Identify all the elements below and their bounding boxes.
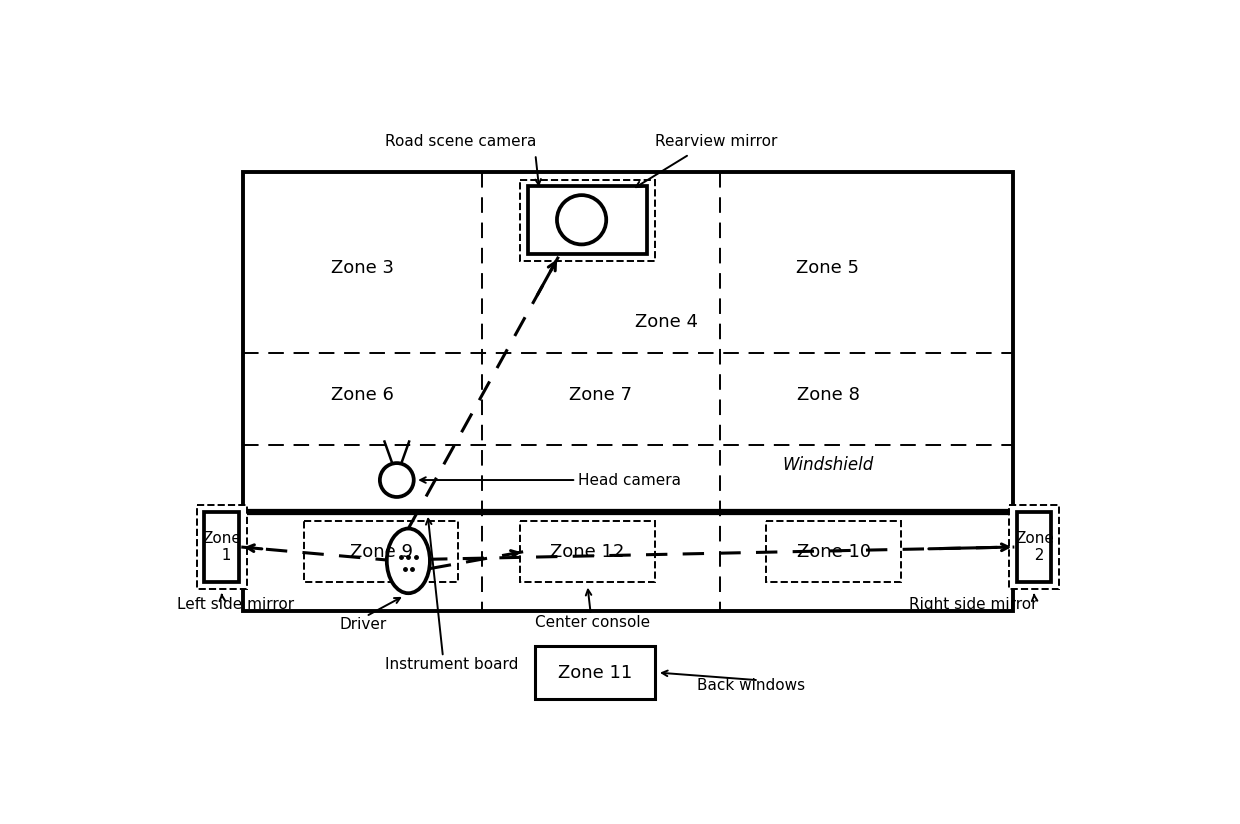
Text: Zone 6: Zone 6 [331,386,393,405]
Bar [304,521,459,583]
Text: Zone 8: Zone 8 [796,386,859,405]
Bar [197,504,247,589]
Ellipse shape [387,528,430,593]
Text: Zone 12: Zone 12 [549,543,624,560]
Circle shape [557,195,606,245]
Text: Zone
  1: Zone 1 [202,531,242,564]
Text: Left side mirror: Left side mirror [177,597,294,612]
Text: Instrument board: Instrument board [386,658,518,672]
Text: Rearview mirror: Rearview mirror [655,133,777,148]
Text: Zone
  2: Zone 2 [1014,531,1054,564]
Text: Back windows: Back windows [697,678,805,693]
Text: Zone 4: Zone 4 [635,313,698,331]
Bar [1009,504,1059,589]
Text: Zone 11: Zone 11 [558,663,632,681]
Text: Windshield: Windshield [782,456,874,474]
Bar [205,513,239,582]
Bar [243,172,1013,611]
Text: Center console: Center console [536,615,651,630]
Bar [766,521,901,583]
Text: Zone 9: Zone 9 [350,543,413,560]
Bar [536,645,655,700]
Text: Head camera: Head camera [578,472,681,488]
Text: Zone 3: Zone 3 [331,260,393,278]
Bar [528,186,647,254]
Text: Right side mirror: Right side mirror [909,597,1038,612]
Text: Road scene camera: Road scene camera [386,133,537,148]
Circle shape [379,463,414,497]
Bar [520,521,655,583]
Text: Zone 5: Zone 5 [796,260,859,278]
Bar [1017,513,1052,582]
Bar [520,180,655,260]
Text: Driver: Driver [339,616,387,631]
Text: Zone 10: Zone 10 [797,543,872,560]
Text: Zone 7: Zone 7 [569,386,632,405]
